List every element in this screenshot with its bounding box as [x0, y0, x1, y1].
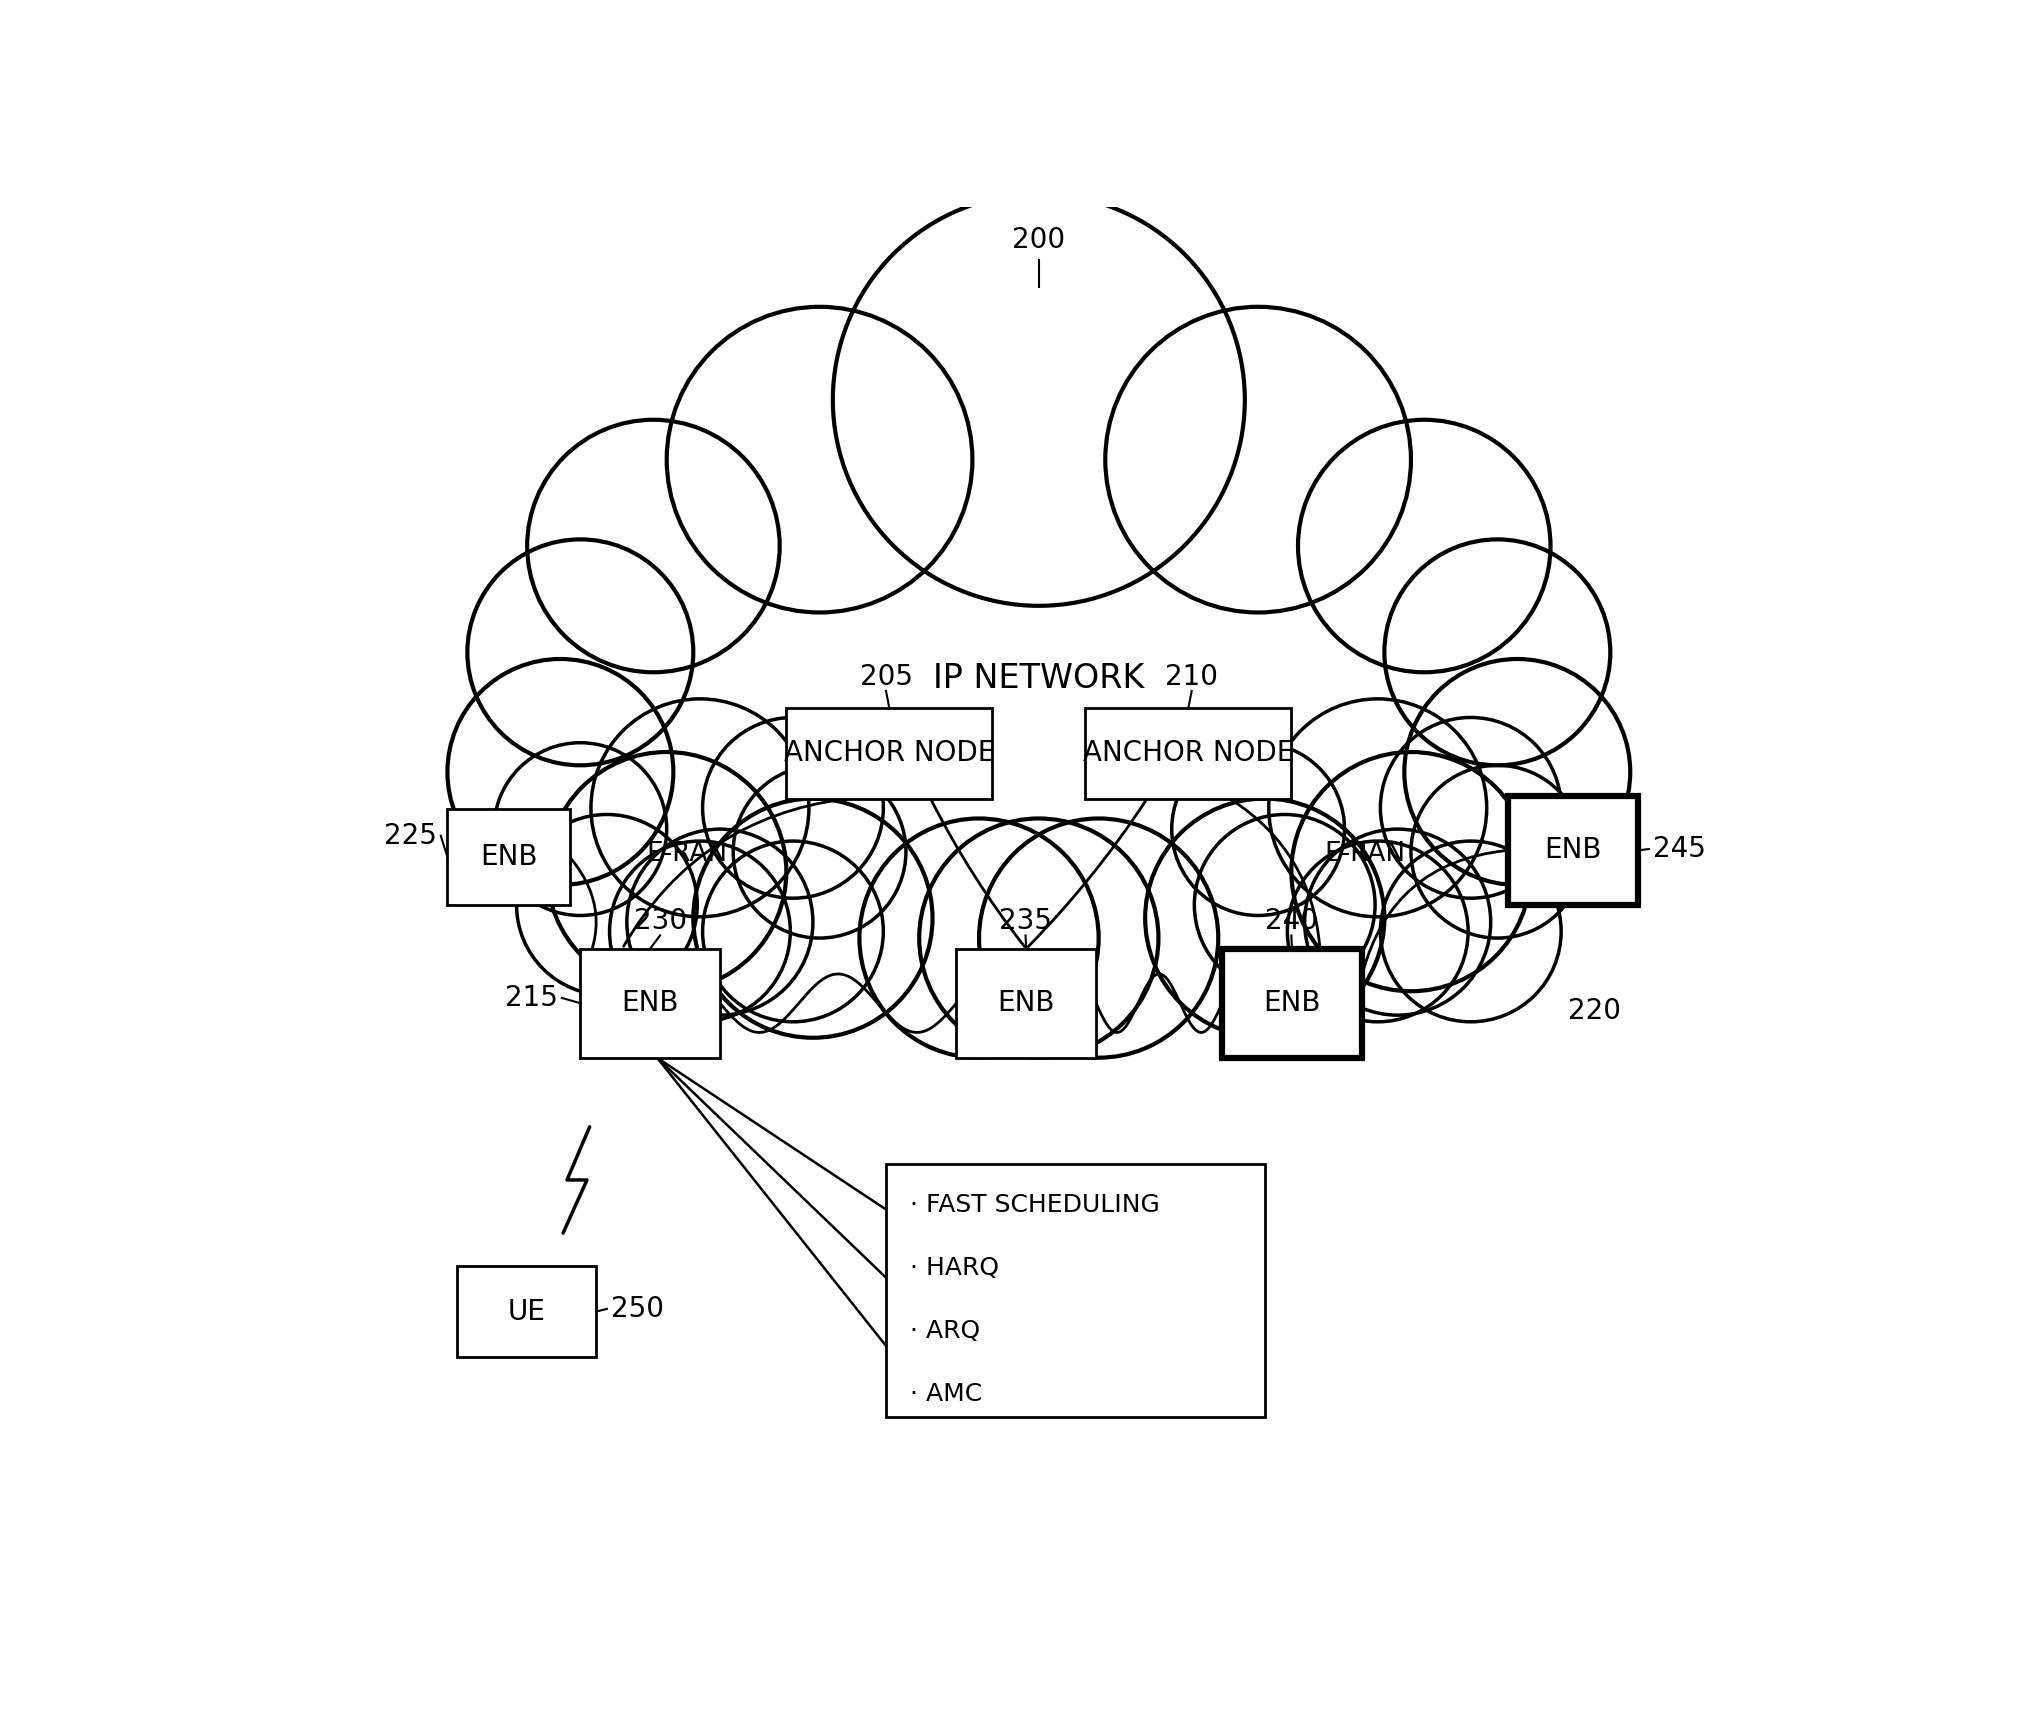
FancyBboxPatch shape [957, 949, 1097, 1058]
Circle shape [1287, 841, 1468, 1022]
Text: ENB: ENB [997, 989, 1054, 1017]
Circle shape [1405, 659, 1630, 885]
Circle shape [859, 818, 1099, 1058]
Text: E-RAN: E-RAN [1324, 841, 1405, 868]
Circle shape [1269, 699, 1486, 917]
Text: 230: 230 [634, 908, 687, 935]
Text: · AMC: · AMC [910, 1383, 981, 1407]
Circle shape [667, 307, 973, 613]
Text: 200: 200 [1011, 226, 1066, 254]
Text: ENB: ENB [1263, 989, 1322, 1017]
Text: 250: 250 [610, 1294, 665, 1322]
Text: ANCHOR NODE: ANCHOR NODE [1082, 739, 1293, 768]
FancyBboxPatch shape [1508, 796, 1638, 904]
Circle shape [703, 718, 884, 898]
Circle shape [918, 818, 1159, 1058]
Circle shape [1380, 718, 1561, 898]
Text: 205: 205 [859, 663, 912, 690]
Circle shape [626, 828, 813, 1015]
FancyBboxPatch shape [580, 949, 720, 1058]
Circle shape [1305, 828, 1490, 1015]
Circle shape [468, 540, 693, 765]
Text: · FAST SCHEDULING: · FAST SCHEDULING [910, 1193, 1159, 1217]
Text: IP NETWORK: IP NETWORK [932, 663, 1145, 696]
Text: 215: 215 [505, 984, 557, 1011]
FancyBboxPatch shape [456, 1267, 596, 1357]
Text: 220: 220 [1567, 998, 1622, 1025]
Circle shape [1105, 307, 1411, 613]
Circle shape [1172, 742, 1344, 915]
Text: ENB: ENB [1545, 837, 1601, 865]
Text: 245: 245 [1652, 835, 1705, 863]
Circle shape [448, 659, 673, 885]
Circle shape [517, 815, 697, 996]
Text: · HARQ: · HARQ [910, 1257, 999, 1281]
Text: ANCHOR NODE: ANCHOR NODE [784, 739, 995, 768]
Circle shape [547, 753, 786, 991]
Text: 225: 225 [383, 822, 436, 849]
Circle shape [527, 419, 780, 673]
FancyBboxPatch shape [886, 1163, 1265, 1417]
Circle shape [1194, 815, 1374, 996]
Text: · ARQ: · ARQ [910, 1319, 979, 1343]
Circle shape [833, 193, 1245, 606]
Circle shape [1411, 765, 1583, 939]
FancyBboxPatch shape [448, 809, 570, 904]
Circle shape [703, 841, 884, 1022]
Circle shape [979, 818, 1218, 1058]
FancyBboxPatch shape [1222, 949, 1362, 1058]
Circle shape [610, 841, 791, 1022]
Circle shape [693, 799, 932, 1037]
Text: 210: 210 [1166, 663, 1218, 690]
Text: E-RAN: E-RAN [647, 841, 728, 868]
Circle shape [1145, 799, 1384, 1037]
Text: ENB: ENB [622, 989, 679, 1017]
Circle shape [1291, 753, 1530, 991]
FancyBboxPatch shape [1084, 708, 1291, 799]
Circle shape [734, 765, 906, 939]
Text: ENB: ENB [480, 842, 537, 872]
Circle shape [1380, 841, 1561, 1022]
FancyBboxPatch shape [786, 708, 993, 799]
Circle shape [495, 742, 667, 915]
Text: 235: 235 [999, 908, 1052, 935]
Text: UE: UE [507, 1298, 545, 1326]
Circle shape [1384, 540, 1609, 765]
Circle shape [1297, 419, 1551, 673]
Text: 240: 240 [1265, 908, 1318, 935]
Circle shape [592, 699, 809, 917]
